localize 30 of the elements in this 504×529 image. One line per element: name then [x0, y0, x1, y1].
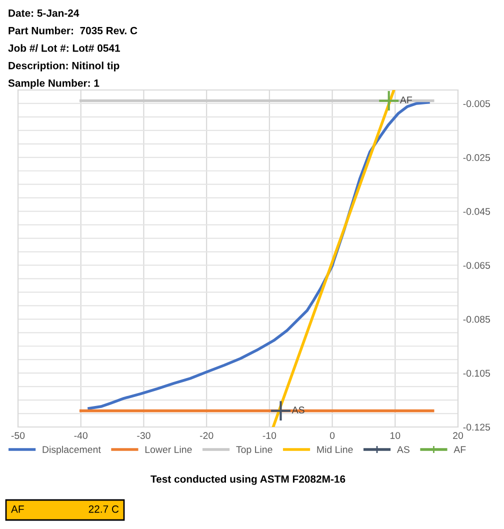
text: Part Number: 7035 Rev. C: [8, 26, 138, 34]
legend-label: Displacement: [42, 446, 101, 455]
legend-label: Lower Line: [145, 446, 192, 453]
y-tick-label: -0.025: [463, 154, 490, 162]
x-tick-label: -10: [262, 432, 276, 439]
y-tick-label: -0.105: [463, 370, 490, 377]
x-tick-label: -40: [74, 432, 88, 439]
legend-label: AF: [454, 446, 466, 453]
y-tick-label: -0.085: [463, 316, 490, 323]
y-tick-label: -0.045: [463, 208, 490, 215]
annotation: AF: [400, 96, 412, 104]
text: Test conducted using ASTM F2082M-16: [150, 475, 346, 485]
x-tick-label: -50: [11, 432, 25, 439]
text: Date: 5-Jan-24: [8, 9, 80, 17]
text: 22.7 C: [88, 505, 119, 513]
y-tick-label: -0.005: [463, 100, 490, 108]
text: Description: Nitinol tip: [8, 62, 120, 72]
x-tick-label: 20: [453, 432, 464, 439]
x-tick-label: -30: [137, 432, 150, 439]
x-tick-label: 10: [390, 432, 400, 439]
x-tick-label: -20: [200, 432, 214, 439]
x-tick-label: 0: [330, 432, 335, 439]
text: Sample Number: 1: [8, 79, 100, 89]
y-tick-label: -0.065: [463, 262, 490, 269]
legend-label: Top Line: [236, 446, 272, 455]
y-tick-label: -0.125: [463, 424, 490, 431]
text: AF: [11, 506, 24, 513]
legend-label: AS: [396, 446, 410, 453]
legend-label: Mid Line: [317, 446, 353, 453]
text: Job #/ Lot #: Lot# 0541: [8, 44, 120, 52]
